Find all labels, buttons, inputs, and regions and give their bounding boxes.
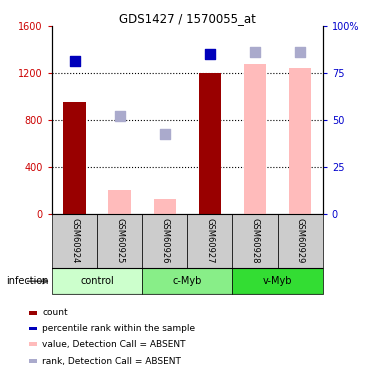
Text: v-Myb: v-Myb bbox=[263, 276, 292, 286]
Bar bbox=[233, 268, 323, 294]
Text: GSM60926: GSM60926 bbox=[160, 218, 169, 264]
Text: value, Detection Call = ABSENT: value, Detection Call = ABSENT bbox=[42, 340, 186, 349]
Bar bbox=[29, 342, 37, 346]
Text: c-Myb: c-Myb bbox=[173, 276, 202, 286]
Bar bbox=[63, 102, 86, 214]
Text: GSM60927: GSM60927 bbox=[206, 218, 214, 264]
Text: infection: infection bbox=[6, 276, 48, 286]
Bar bbox=[142, 214, 187, 268]
Bar bbox=[289, 68, 312, 214]
Bar bbox=[154, 198, 176, 214]
Text: control: control bbox=[80, 276, 114, 286]
Bar bbox=[29, 327, 37, 330]
Bar bbox=[52, 214, 97, 268]
Bar bbox=[108, 190, 131, 214]
Title: GDS1427 / 1570055_at: GDS1427 / 1570055_at bbox=[119, 12, 256, 25]
Bar bbox=[97, 214, 142, 268]
Text: GSM60929: GSM60929 bbox=[296, 218, 305, 264]
Bar bbox=[52, 268, 142, 294]
Text: count: count bbox=[42, 308, 68, 317]
Point bbox=[72, 58, 78, 64]
Bar bbox=[278, 214, 323, 268]
Bar bbox=[29, 311, 37, 315]
Bar bbox=[233, 214, 278, 268]
Text: GSM60924: GSM60924 bbox=[70, 218, 79, 264]
Text: GSM60925: GSM60925 bbox=[115, 218, 124, 264]
Bar bbox=[198, 73, 221, 214]
Point bbox=[252, 49, 258, 55]
Point bbox=[207, 51, 213, 57]
Point bbox=[297, 49, 303, 55]
Point bbox=[162, 131, 168, 137]
Text: percentile rank within the sample: percentile rank within the sample bbox=[42, 324, 196, 333]
Bar bbox=[142, 268, 233, 294]
Bar bbox=[187, 214, 233, 268]
Bar bbox=[29, 359, 37, 363]
Text: rank, Detection Call = ABSENT: rank, Detection Call = ABSENT bbox=[42, 357, 181, 366]
Text: GSM60928: GSM60928 bbox=[250, 218, 260, 264]
Point bbox=[117, 114, 123, 120]
Bar bbox=[244, 64, 266, 214]
